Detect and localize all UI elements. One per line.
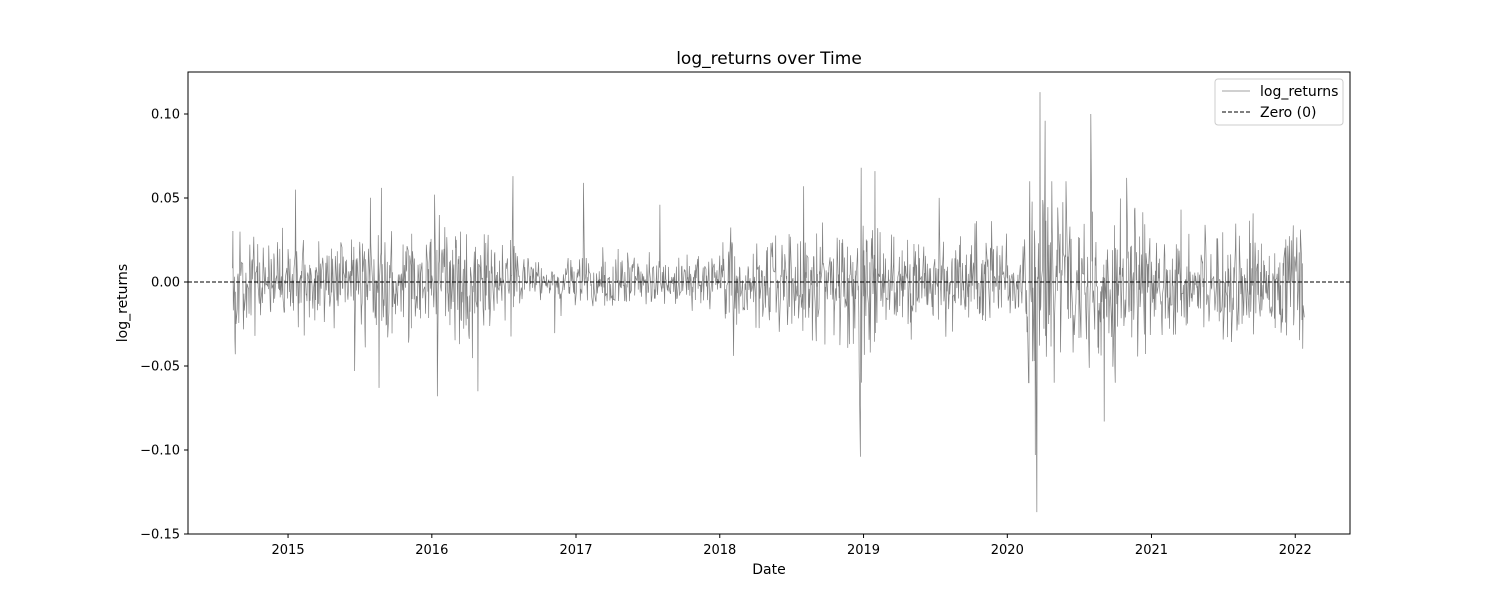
legend-label-log-returns: log_returns [1260, 84, 1338, 100]
series-line-log-returns [232, 92, 1305, 513]
legend-box [1214, 78, 1344, 126]
legend: log_returns Zero (0) [1214, 78, 1344, 126]
x-tick-label: 2022 [1279, 543, 1312, 558]
x-tick-label: 2017 [559, 543, 592, 558]
x-tick-label: 2016 [415, 543, 448, 558]
y-tick-label: −0.10 [140, 444, 180, 459]
y-tick-label: −0.15 [140, 528, 180, 543]
data-layer [188, 92, 1350, 513]
axes-layer: 0.10 0.05 0.00 −0.05 −0.10 −0.15 2015 2016 2017 2… [115, 49, 1351, 578]
x-tick-label: 2020 [991, 543, 1024, 558]
y-tick-label: 0.00 [151, 276, 180, 291]
chart-title: log_returns over Time [676, 49, 862, 69]
y-tick-label: 0.10 [151, 108, 180, 123]
x-tick-label: 2019 [847, 543, 880, 558]
x-tick-label: 2018 [703, 543, 736, 558]
x-tick-label: 2015 [272, 543, 305, 558]
y-tick-label: −0.05 [140, 360, 180, 375]
plot-frame [187, 71, 1351, 535]
y-tick-label: 0.05 [151, 192, 180, 207]
x-axis-label: Date [752, 562, 785, 578]
x-tick-label: 2021 [1135, 543, 1168, 558]
y-axis-label: log_returns [115, 264, 131, 342]
legend-label-zero: Zero (0) [1260, 105, 1317, 121]
